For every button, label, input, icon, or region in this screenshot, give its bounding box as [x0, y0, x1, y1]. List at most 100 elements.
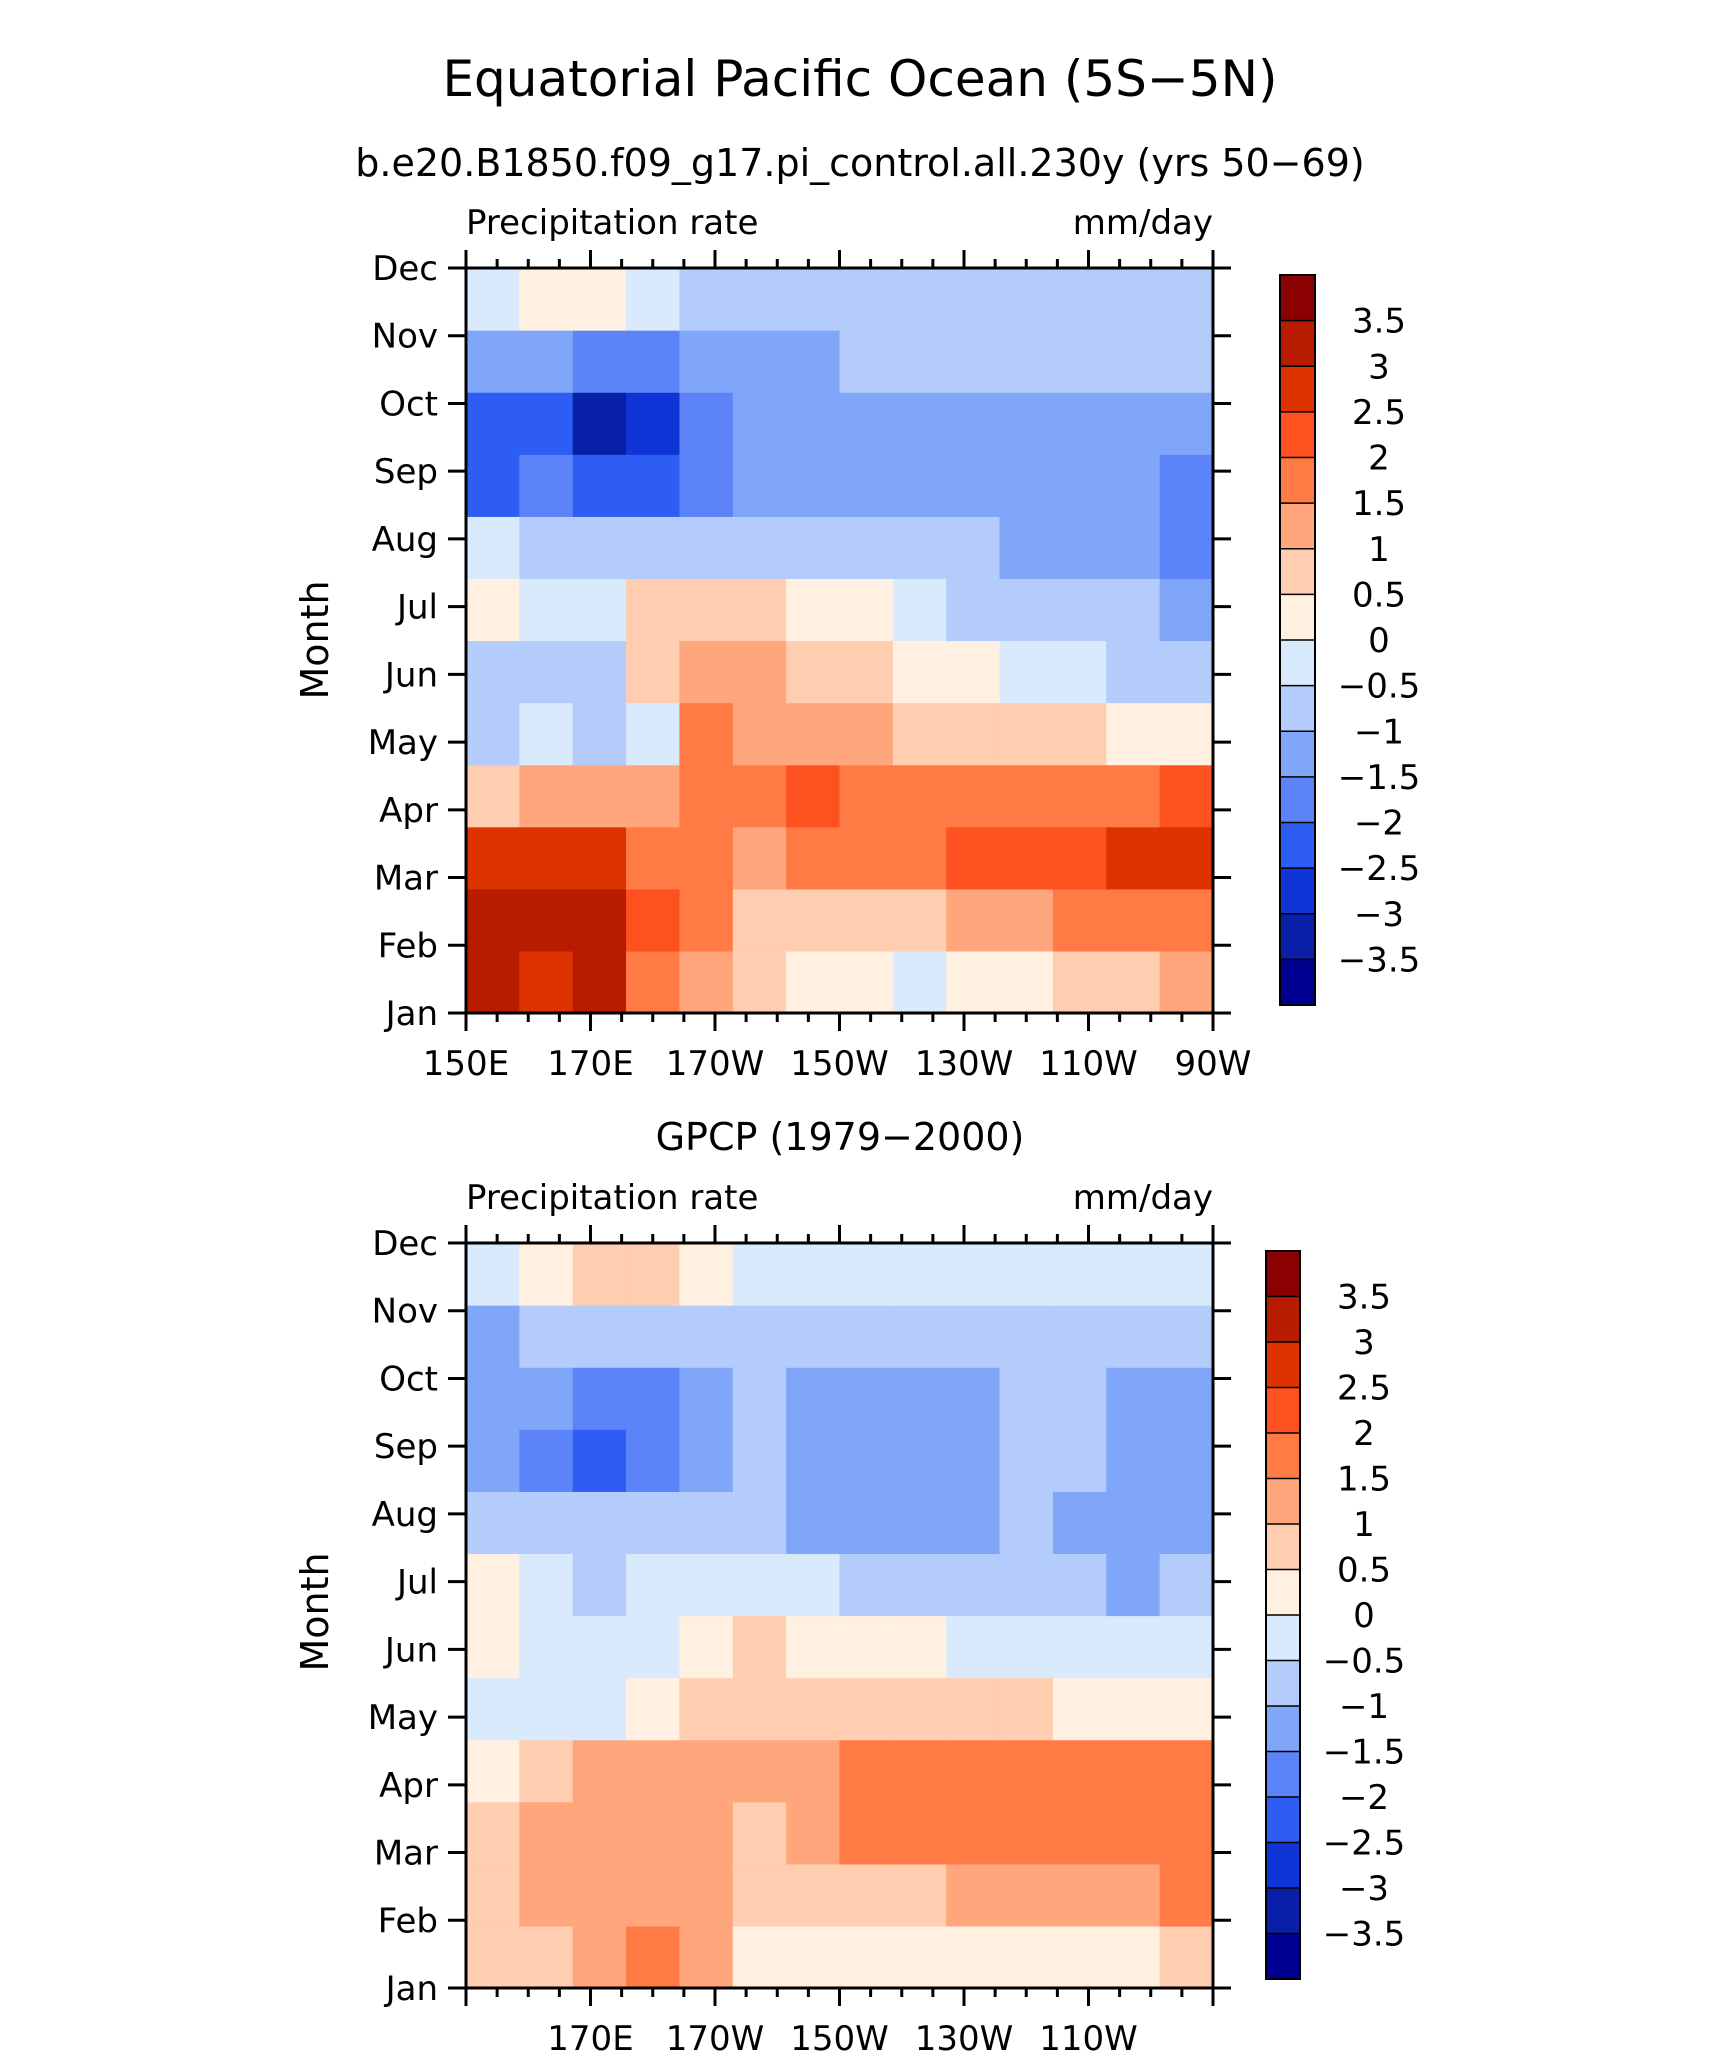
- heatmap-cell: [572, 1677, 627, 1741]
- colorbar-swatch: [1280, 320, 1315, 367]
- heatmap-cell: [999, 1367, 1054, 1430]
- heatmap-cell: [839, 1491, 894, 1555]
- y-tick-label: Feb: [378, 1901, 438, 1941]
- colorbar-label: 2: [1368, 439, 1390, 479]
- heatmap-cell: [732, 1863, 787, 1927]
- heatmap-cell: [519, 1491, 574, 1555]
- heatmap-cell: [999, 888, 1054, 952]
- heatmap-cell: [519, 1305, 574, 1368]
- heatmap-cell: [572, 578, 627, 642]
- colorbar-label: 0: [1353, 1596, 1375, 1636]
- heatmap-cell: [892, 888, 947, 952]
- heatmap-cell: [626, 1367, 681, 1430]
- heatmap-cell: [892, 764, 947, 828]
- heatmap-cell: [679, 1615, 734, 1679]
- heatmap-cell: [892, 1367, 947, 1430]
- heatmap-cell: [1052, 1615, 1107, 1679]
- heatmap-cell: [786, 1863, 841, 1927]
- panel-1-heatmap: Jan Feb Mar Apr May Jun Jul Aug Sep Oct Nov Dec 150E…: [368, 249, 1252, 1084]
- heatmap-cell: [466, 1429, 520, 1492]
- heatmap-cell: [466, 1739, 520, 1803]
- heatmap-cell: [892, 268, 947, 331]
- heatmap-cell: [839, 454, 894, 517]
- heatmap-cell: [1159, 1739, 1214, 1803]
- colorbar-swatch: [1266, 1751, 1300, 1798]
- heatmap-cell: [572, 1925, 627, 1989]
- heatmap-cell: [999, 1801, 1054, 1865]
- heatmap-cell: [839, 1739, 894, 1803]
- heatmap-cell: [1052, 330, 1107, 393]
- colorbar-label: −0.5: [1338, 667, 1421, 707]
- heatmap-cell: [1106, 888, 1161, 952]
- heatmap-cell: [1159, 950, 1214, 1014]
- panel-2-right-label: mm/day: [1073, 1178, 1213, 1218]
- colorbar-label: −1.5: [1323, 1733, 1406, 1773]
- heatmap-cell: [466, 1553, 520, 1617]
- heatmap-cell: [1106, 516, 1161, 580]
- heatmap-cell: [839, 950, 894, 1014]
- y-tick-label: Mar: [374, 1834, 438, 1874]
- y-tick-label: Apr: [379, 791, 438, 831]
- colorbar-swatch: [1280, 776, 1315, 824]
- heatmap-cell: [679, 1553, 734, 1617]
- heatmap-cell: [1106, 702, 1161, 766]
- heatmap-cell: [572, 1429, 627, 1492]
- heatmap-cell: [679, 1243, 734, 1306]
- heatmap-cell: [1052, 578, 1107, 642]
- y-tick-label: Nov: [372, 317, 438, 357]
- heatmap-cell: [839, 330, 894, 393]
- heatmap-cell: [839, 702, 894, 766]
- heatmap-cell: [732, 454, 787, 517]
- y-tick-label: Nov: [372, 1292, 438, 1332]
- colorbar-swatch: [1280, 913, 1315, 960]
- colorbar-swatch: [1266, 1933, 1300, 1980]
- heatmap-cell: [946, 454, 1001, 517]
- heatmap-cell: [679, 1863, 734, 1927]
- x-tick-label: 110W: [1039, 2019, 1138, 2059]
- heatmap-cell: [839, 1925, 894, 1989]
- colorbar-swatch: [1266, 1342, 1300, 1388]
- heatmap-cell: [626, 1491, 681, 1555]
- heatmap-cell: [892, 1243, 947, 1306]
- heatmap-cell: [732, 702, 787, 766]
- colorbar-swatch: [1266, 1296, 1300, 1343]
- heatmap-cell: [892, 640, 947, 704]
- y-tick-label: Oct: [379, 384, 438, 424]
- y-tick-label: May: [368, 1698, 438, 1738]
- x-tick-label: 170E: [547, 2019, 633, 2059]
- heatmap-cell: [946, 1925, 1001, 1989]
- heatmap-cell: [519, 1615, 574, 1679]
- heatmap-cell: [1159, 392, 1214, 455]
- heatmap-cell: [786, 1367, 841, 1430]
- colorbar-label: 1.5: [1337, 1460, 1391, 1500]
- heatmap-cell: [786, 826, 841, 890]
- heatmap-cell: [786, 1801, 841, 1865]
- y-tick-label: Apr: [379, 1766, 438, 1806]
- heatmap-cell: [1052, 1739, 1107, 1803]
- heatmap-cell: [732, 1801, 787, 1865]
- heatmap-cell: [1106, 1615, 1161, 1679]
- heatmap-cell: [732, 950, 787, 1014]
- heatmap-cell: [732, 640, 787, 704]
- heatmap-cell: [839, 640, 894, 704]
- panel-1-colorbar: 3.5 3 2.5 2 1.5 1 0.5 0 −0.5 −1 −1.5 −2 −2.5 −3 −3.5: [1279, 274, 1421, 1006]
- heatmap-cell: [732, 516, 787, 580]
- heatmap-cell: [679, 392, 734, 455]
- colorbar-label: 0.5: [1337, 1551, 1391, 1591]
- heatmap-cell: [786, 764, 841, 828]
- y-tick-label: Jan: [384, 994, 438, 1034]
- heatmap-cell: [626, 454, 681, 517]
- heatmap-cell: [732, 330, 787, 393]
- heatmap-cell: [946, 392, 1001, 455]
- panel-1-ylabel: Month: [293, 580, 337, 699]
- colorbar-label: −1: [1339, 1687, 1389, 1727]
- heatmap-cell: [946, 1863, 1001, 1927]
- heatmap-cell: [839, 1801, 894, 1865]
- heatmap-cell: [626, 1863, 681, 1927]
- heatmap-cell: [786, 888, 841, 952]
- heatmap-cell: [519, 1243, 574, 1306]
- panel-2-ylabel: Month: [293, 1552, 337, 1671]
- heatmap-cell: [679, 1925, 734, 1989]
- heatmap-cell: [466, 1491, 520, 1555]
